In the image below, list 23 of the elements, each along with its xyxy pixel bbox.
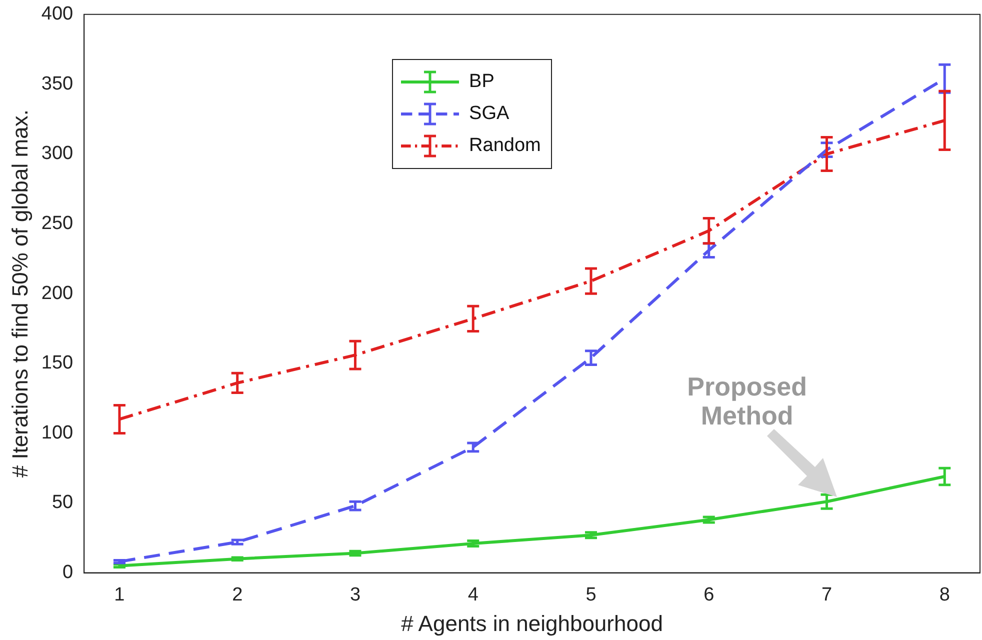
x-tick-label: 7 [821, 584, 832, 606]
x-tick-label: 5 [586, 584, 596, 606]
x-tick-label: 3 [350, 584, 361, 606]
legend-label: BP [469, 71, 494, 94]
y-tick-label: 250 [41, 213, 74, 234]
y-axis-title: # Iterations to find 50% of global max. [7, 110, 32, 478]
annotation: Proposed Method [687, 372, 808, 431]
y-tick-label: 300 [41, 143, 74, 164]
y-tick-label: 350 [41, 73, 74, 94]
y-tick-label: 100 [41, 422, 74, 444]
legend-label: Random [469, 135, 541, 158]
y-tick-label: 400 [41, 4, 74, 25]
x-tick-label: 6 [704, 584, 714, 606]
y-tick-label: 200 [41, 282, 74, 304]
x-tick-label: 1 [114, 584, 125, 606]
y-tick-label: 150 [41, 352, 74, 374]
x-tick-label: 4 [468, 584, 479, 606]
y-tick-label: 50 [52, 492, 74, 514]
x-axis-title: # Agents in neighbourhood [401, 610, 663, 636]
legend-label: SGA [469, 103, 510, 126]
x-tick-label: 8 [939, 584, 950, 606]
x-tick-label: 2 [232, 584, 243, 606]
y-tick-label: 0 [62, 562, 74, 584]
